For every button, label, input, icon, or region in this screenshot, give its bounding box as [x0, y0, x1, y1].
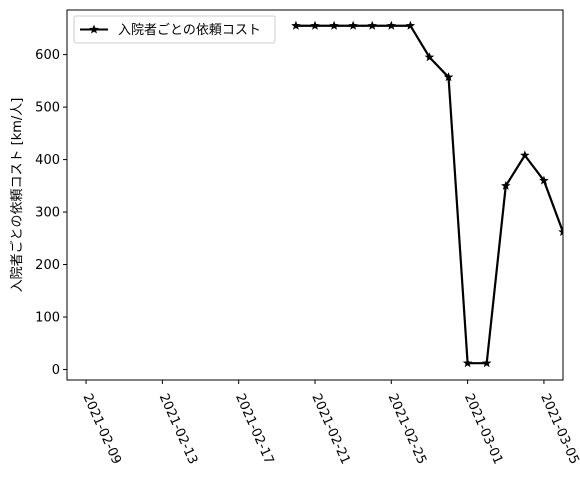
data-point-star: [501, 180, 511, 190]
y-tick-label: 200: [35, 258, 60, 273]
y-axis-label: 入院者ごとの依頼コスト [km/人]: [9, 98, 25, 293]
plot-area: [66, 9, 564, 381]
data-point-star: [443, 72, 454, 82]
x-tick-label: 2021-02-13: [156, 392, 200, 467]
data-point-star: [405, 20, 416, 30]
data-point-star: [386, 20, 397, 30]
data-point-star: [367, 20, 377, 30]
y-tick-label: 300: [35, 206, 60, 221]
x-tick-label: 2021-03-05: [537, 392, 580, 467]
legend-box: [73, 15, 276, 44]
legend: 入院者ごとの依頼コスト: [73, 15, 276, 44]
x-tick-label: 2021-02-09: [79, 392, 123, 467]
x-tick-label: 2021-02-25: [385, 392, 429, 467]
data-point-star: [462, 358, 473, 368]
y-tick-label: 600: [35, 48, 60, 63]
data-point-star: [329, 20, 339, 30]
y-axis: 0 100 200 300 400 500 600: [35, 48, 67, 378]
data-point-star: [424, 52, 435, 62]
data-point-star: [291, 20, 301, 30]
data-point-star: [310, 20, 320, 30]
y-tick-label: 100: [35, 311, 60, 326]
x-tick-label: 2021-02-21: [308, 392, 352, 467]
series-line: [295, 24, 563, 365]
series-group: [291, 20, 563, 368]
data-point-star: [520, 150, 530, 160]
data-point-star: [481, 358, 492, 368]
data-point-star: [558, 227, 563, 237]
y-tick-label: 400: [35, 153, 60, 168]
plot-frame: [66, 9, 564, 381]
data-point-star: [539, 175, 549, 185]
data-point-star: [348, 20, 358, 30]
y-tick-label: 0: [52, 363, 60, 378]
y-tick-label: 500: [35, 101, 60, 116]
x-axis: 2021-02-09 2021-02-13 2021-02-17 2021-02-21…: [79, 380, 580, 467]
x-tick-label: 2021-02-17: [232, 392, 276, 467]
legend-star-marker: [89, 24, 99, 34]
legend-label: 入院者ごとの依頼コスト: [118, 22, 261, 38]
x-tick-label: 2021-03-01: [461, 392, 505, 467]
